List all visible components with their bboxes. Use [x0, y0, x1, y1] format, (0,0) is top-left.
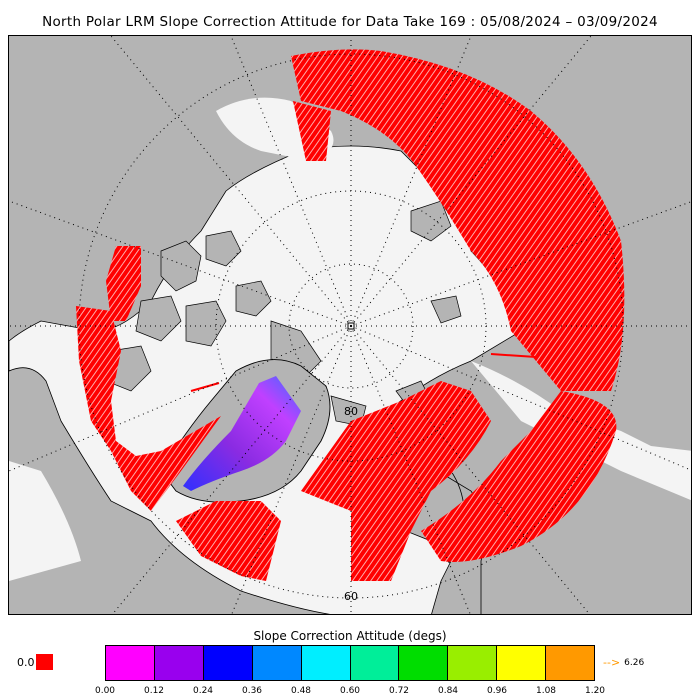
- colorbar-bin-4: [301, 646, 351, 680]
- colorbar: [105, 645, 595, 681]
- colorbar-bin-6: [399, 646, 449, 680]
- colorbar-tick-label: 1.20: [584, 686, 606, 696]
- colorbar-tick-label: 0.36: [241, 686, 263, 696]
- map-title: North Polar LRM Slope Correction Attitud…: [42, 14, 658, 30]
- colorbar-tick-label: 0.96: [486, 686, 508, 696]
- coverage-swath-center: [301, 381, 491, 581]
- colorbar-bin-1: [154, 646, 204, 680]
- colorbar-tick-label: 0.00: [94, 686, 116, 696]
- coverage-swath-south: [176, 501, 281, 581]
- colorbar-tick-label: 1.08: [535, 686, 557, 696]
- nodata-swatch: [35, 654, 53, 670]
- colorbar-ticks: 0.00 0.12 0.24 0.36 0.48 0.60 0.72 0.84 0.96 1.08…: [95, 686, 605, 698]
- colorbar-bin-9: [546, 646, 595, 680]
- legend-title: Slope Correction Attitude (degs): [253, 629, 447, 643]
- latitude-label-60: 60: [344, 590, 358, 603]
- polar-map-canvas: 80 60: [9, 36, 691, 614]
- coverage-swath-east: [421, 391, 617, 562]
- colorbar-tick-label: 0.12: [143, 686, 165, 696]
- coverage-swath-top-left: [293, 101, 331, 161]
- colorbar-bin-5: [350, 646, 400, 680]
- colorbar-bin-2: [203, 646, 253, 680]
- polar-map: 80 60: [8, 35, 692, 615]
- nodata-legend: 0.0: [17, 654, 53, 670]
- colorbar-tick-label: 0.60: [339, 686, 361, 696]
- colorbar-tick-label: 0.72: [388, 686, 410, 696]
- overflow-label: 6.26: [624, 657, 645, 668]
- coverage-swaths: [76, 49, 625, 581]
- colorbar-tick-label: 0.48: [290, 686, 312, 696]
- ocean-bottom-left: [9, 461, 81, 581]
- colorbar-bin-7: [448, 646, 498, 680]
- north-pole-marker: [347, 322, 355, 330]
- colorbar-bin-3: [252, 646, 302, 680]
- colorbar-tick-label: 0.84: [437, 686, 459, 696]
- slope-attitude-data: [183, 376, 301, 491]
- coverage-swath-north: [291, 49, 625, 391]
- overflow-indicator: --> 6.26: [603, 656, 644, 669]
- arrow-right-icon: -->: [603, 656, 621, 669]
- graticule: [9, 36, 691, 614]
- latitude-label-80: 80: [344, 405, 358, 418]
- colorbar-bin-8: [497, 646, 547, 680]
- colorbar-bin-0: [106, 646, 155, 680]
- coverage-swath-west: [76, 306, 221, 511]
- coverage-swath-west-upper: [106, 246, 141, 321]
- colorbar-tick-label: 0.24: [192, 686, 214, 696]
- nodata-label: 0.0: [17, 655, 35, 669]
